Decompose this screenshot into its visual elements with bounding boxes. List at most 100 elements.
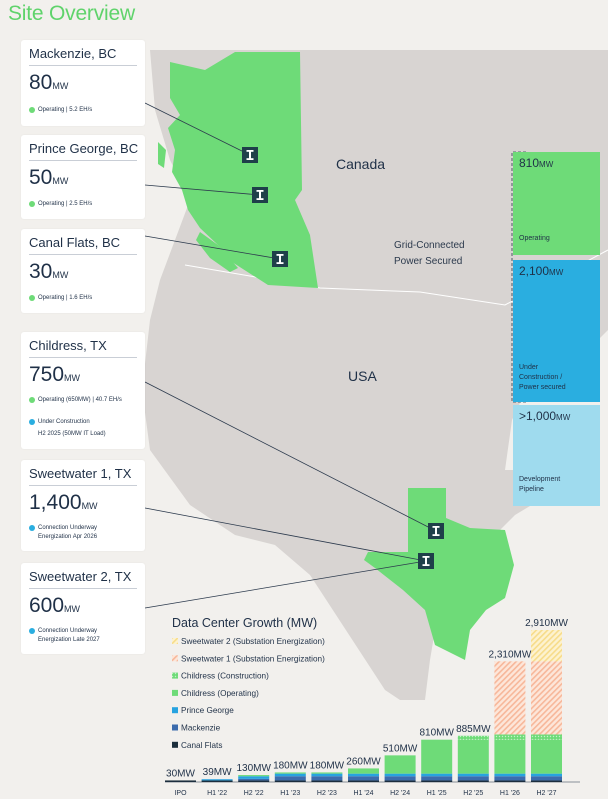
card-divider: [29, 160, 137, 161]
bar-segment: [238, 778, 270, 781]
bar-segment: [348, 776, 379, 781]
bar-segment: [274, 776, 306, 781]
pipeline-value: >1,000MW: [519, 409, 571, 423]
page-title: Site Overview: [8, 2, 135, 25]
x-tick-label: H1 '25: [427, 790, 447, 797]
site-status: Operating | 1.6 EH/s: [29, 294, 92, 303]
bar-segment: [311, 776, 343, 781]
canada-label: Canada: [336, 156, 386, 172]
pipeline-value: 2,100MW: [519, 264, 564, 278]
bar-segment: [421, 776, 453, 781]
site-status: Operating | 5.2 EH/s: [29, 106, 92, 115]
bar-segment: [531, 734, 562, 740]
site-card-prince-george: Prince George, BC 50MW Operating | 2.5 E…: [21, 135, 145, 219]
bar-segment: [531, 773, 562, 777]
status-text: Operating (650MW) | 40.7 EH/s: [38, 397, 122, 403]
legend-label: Mackenzie: [181, 724, 221, 733]
card-divider: [29, 254, 137, 255]
bar-total-label: 180MW: [273, 760, 308, 771]
bar-total-label: 130MW: [236, 763, 271, 774]
site-name: Canal Flats, BC: [29, 235, 121, 250]
site-card-sweetwater-1: Sweetwater 1, TX 1,400MW Connection Unde…: [21, 460, 145, 551]
x-tick-label: IPO: [174, 790, 187, 797]
status-dot: [29, 201, 35, 207]
legend-swatch: [172, 689, 178, 696]
legend-label: Canal Flats: [181, 741, 222, 750]
bar-segment: [274, 773, 306, 777]
status-text: Connection Underway: [38, 525, 98, 531]
pipeline-bracket-label-line1: Grid-Connected: [394, 240, 465, 251]
pipeline-label: Operating: [519, 235, 550, 242]
status-text: Energization Late 2027: [38, 637, 100, 643]
site-capacity: 1,400MW: [29, 491, 98, 514]
status-dot: [29, 628, 35, 634]
x-tick-label: H2 '25: [463, 790, 483, 797]
pipeline-label: Under Construction / Power secured: [519, 364, 566, 391]
site-capacity: 600MW: [29, 594, 81, 617]
bar-total-label: 260MW: [346, 756, 381, 767]
bar-segment: [201, 779, 233, 781]
status-dot: [29, 419, 35, 425]
bar-segment: [494, 773, 526, 777]
site-capacity: 750MW: [29, 363, 81, 386]
bar-segment: [421, 780, 453, 782]
bar-segment: [531, 661, 562, 735]
chart-legend: Sweetwater 2 (Substation Energization) Sw…: [172, 637, 325, 750]
status-dot: [29, 525, 35, 531]
site-status: Connection Underway Energization Apr 202…: [29, 524, 97, 542]
status-dot: [29, 295, 35, 301]
pipeline-segment-operating: 810MW Operating: [513, 152, 600, 255]
site-card-canal-flats: Canal Flats, BC 30MW Operating | 1.6 EH/…: [21, 229, 145, 313]
x-tick-label: H2 '22: [244, 790, 264, 797]
site-status: Connection Underway Energization Late 20…: [29, 627, 100, 645]
bar-segment: [494, 734, 526, 740]
status-text: H2 2025 (50MW IT Load): [38, 431, 106, 437]
bar-segment: [274, 780, 306, 782]
site-name: Prince George, BC: [29, 141, 139, 156]
site-capacity: 30MW: [29, 260, 69, 283]
leader-line-sweetwater-2: [144, 560, 427, 609]
bar-segment: [494, 776, 526, 781]
bar-segment: [457, 780, 489, 782]
site-card-childress: Childress, TX 750MW Operating (650MW) | …: [21, 332, 145, 449]
bar-segment: [311, 772, 343, 774]
legend-swatch: [172, 741, 178, 748]
bar-segment: [494, 739, 526, 774]
legend-swatch: [172, 655, 178, 662]
card-divider: [29, 357, 137, 358]
legend-label: Sweetwater 1 (Substation Energization): [181, 654, 325, 663]
x-tick-label: H2 '24: [390, 790, 410, 797]
pipeline-label: Development Pipeline: [519, 476, 561, 493]
bar-segment: [311, 773, 343, 777]
bar-segment: [494, 661, 526, 735]
status-text: Connection Underway: [38, 628, 98, 634]
bar-segment: [457, 776, 489, 781]
chart-title: Data Center Growth (MW): [172, 616, 317, 630]
bar-segment: [531, 739, 562, 774]
bar-segment: [348, 768, 379, 774]
status-text: Operating | 5.2 EH/s: [38, 107, 93, 113]
bar-total-label: 885MW: [456, 724, 491, 735]
legend-label: Sweetwater 2 (Substation Energization): [181, 637, 325, 646]
status-text: Operating | 2.5 EH/s: [38, 201, 93, 207]
site-card-mackenzie: Mackenzie, BC 80MW Operating | 5.2 EH/s: [21, 40, 145, 126]
vancouver-island-shape: [196, 232, 238, 272]
bar-segment: [274, 772, 306, 774]
pipeline-segment-under-construction: 2,100MW Under Construction / Power secur…: [513, 260, 600, 402]
legend-label: Childress (Operating): [181, 689, 259, 698]
bar-segment: [384, 776, 416, 781]
bar-segment: [494, 780, 526, 782]
site-capacity: 80MW: [29, 71, 69, 94]
site-name: Mackenzie, BC: [29, 46, 117, 61]
bar-segment: [238, 775, 270, 777]
usa-label: USA: [348, 368, 377, 384]
leader-line-prince-george: [144, 184, 261, 196]
bar-segment: [201, 780, 233, 782]
legend-swatch: [172, 707, 178, 714]
site-name: Childress, TX: [29, 338, 107, 353]
leader-line-sweetwater-1: [144, 507, 427, 562]
x-tick-label: H2 '23: [317, 790, 337, 797]
status-text: Energization Apr 2026: [38, 534, 98, 540]
bar-total-label: 180MW: [310, 760, 345, 771]
